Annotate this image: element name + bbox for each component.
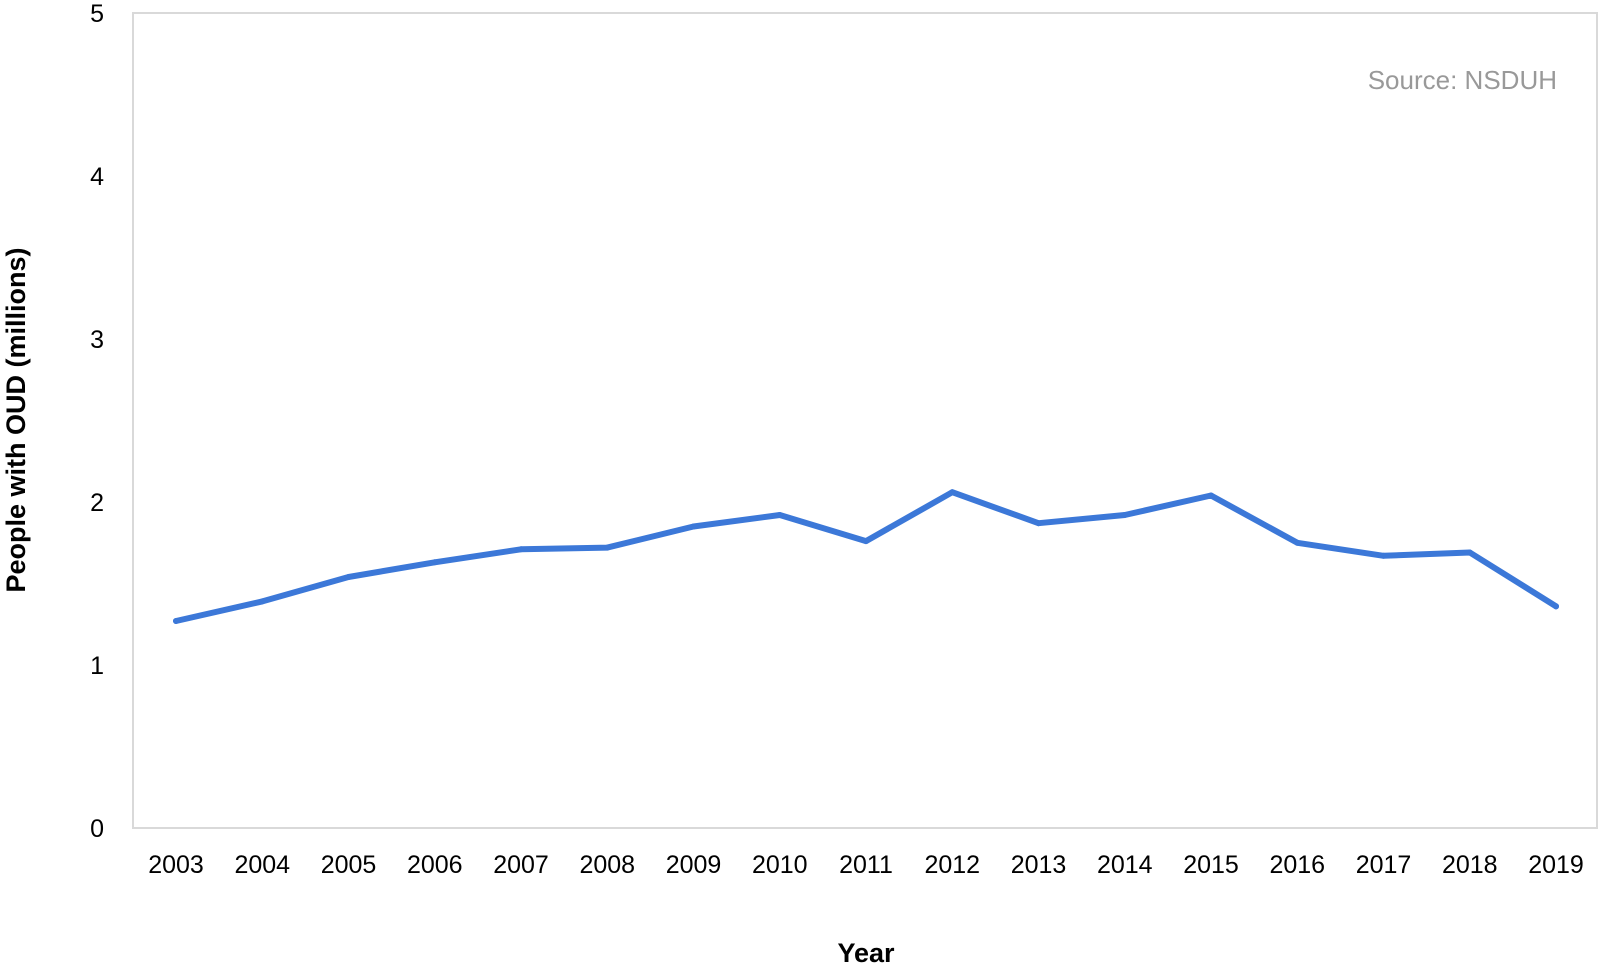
x-tick-label: 2012 — [924, 851, 980, 879]
x-tick-label: 2017 — [1356, 851, 1412, 879]
x-tick-label: 2005 — [321, 851, 377, 879]
data-point — [259, 598, 266, 605]
data-point — [431, 559, 438, 566]
y-tick-label: 0 — [90, 815, 104, 843]
x-tick-label: 2019 — [1528, 851, 1584, 879]
data-point — [518, 546, 524, 553]
data-point — [173, 617, 179, 624]
data-point — [690, 523, 697, 530]
data-point — [1466, 549, 1473, 556]
y-tick-label: 5 — [90, 0, 104, 28]
x-tick-label: 2014 — [1097, 851, 1153, 879]
data-point — [1035, 520, 1042, 527]
x-tick-label: 2011 — [839, 851, 893, 879]
y-tick-label: 1 — [90, 652, 104, 680]
series-points — [173, 489, 1559, 624]
x-tick-label: 2018 — [1442, 851, 1498, 879]
y-tick-label: 4 — [90, 163, 104, 191]
x-tick-label: 2013 — [1011, 851, 1067, 879]
data-point — [776, 512, 783, 519]
series-line — [173, 489, 1559, 624]
y-axis-ticks: 0 1 2 3 4 5 — [90, 0, 104, 843]
x-tick-label: 2004 — [234, 851, 290, 879]
data-point — [949, 489, 956, 496]
data-point — [604, 544, 611, 551]
data-point — [1208, 492, 1214, 499]
x-axis-ticks: 2003 2004 2005 2006 2007 2008 2009 2010 2011 2012… — [148, 851, 1584, 879]
x-tick-label: 2009 — [666, 851, 722, 879]
y-tick-label: 3 — [90, 326, 104, 354]
y-axis-title: People with OUD (millions) — [1, 247, 31, 592]
data-point — [345, 573, 352, 580]
data-point — [863, 538, 869, 545]
x-axis-title: Year — [837, 938, 895, 968]
plot-area — [132, 12, 1598, 829]
x-tick-label: 2016 — [1269, 851, 1325, 879]
data-point — [1553, 603, 1559, 610]
x-tick-label: 2008 — [579, 851, 635, 879]
x-tick-label: 2007 — [493, 851, 549, 879]
source-annotation: Source: NSDUH — [1368, 65, 1557, 95]
x-tick-label: 2015 — [1183, 851, 1239, 879]
y-tick-label: 2 — [90, 489, 104, 517]
data-point — [1121, 512, 1128, 519]
x-tick-label: 2006 — [407, 851, 463, 879]
data-point — [1294, 539, 1301, 546]
data-point — [1380, 552, 1387, 559]
x-tick-label: 2003 — [148, 851, 204, 879]
x-tick-label: 2010 — [752, 851, 808, 879]
